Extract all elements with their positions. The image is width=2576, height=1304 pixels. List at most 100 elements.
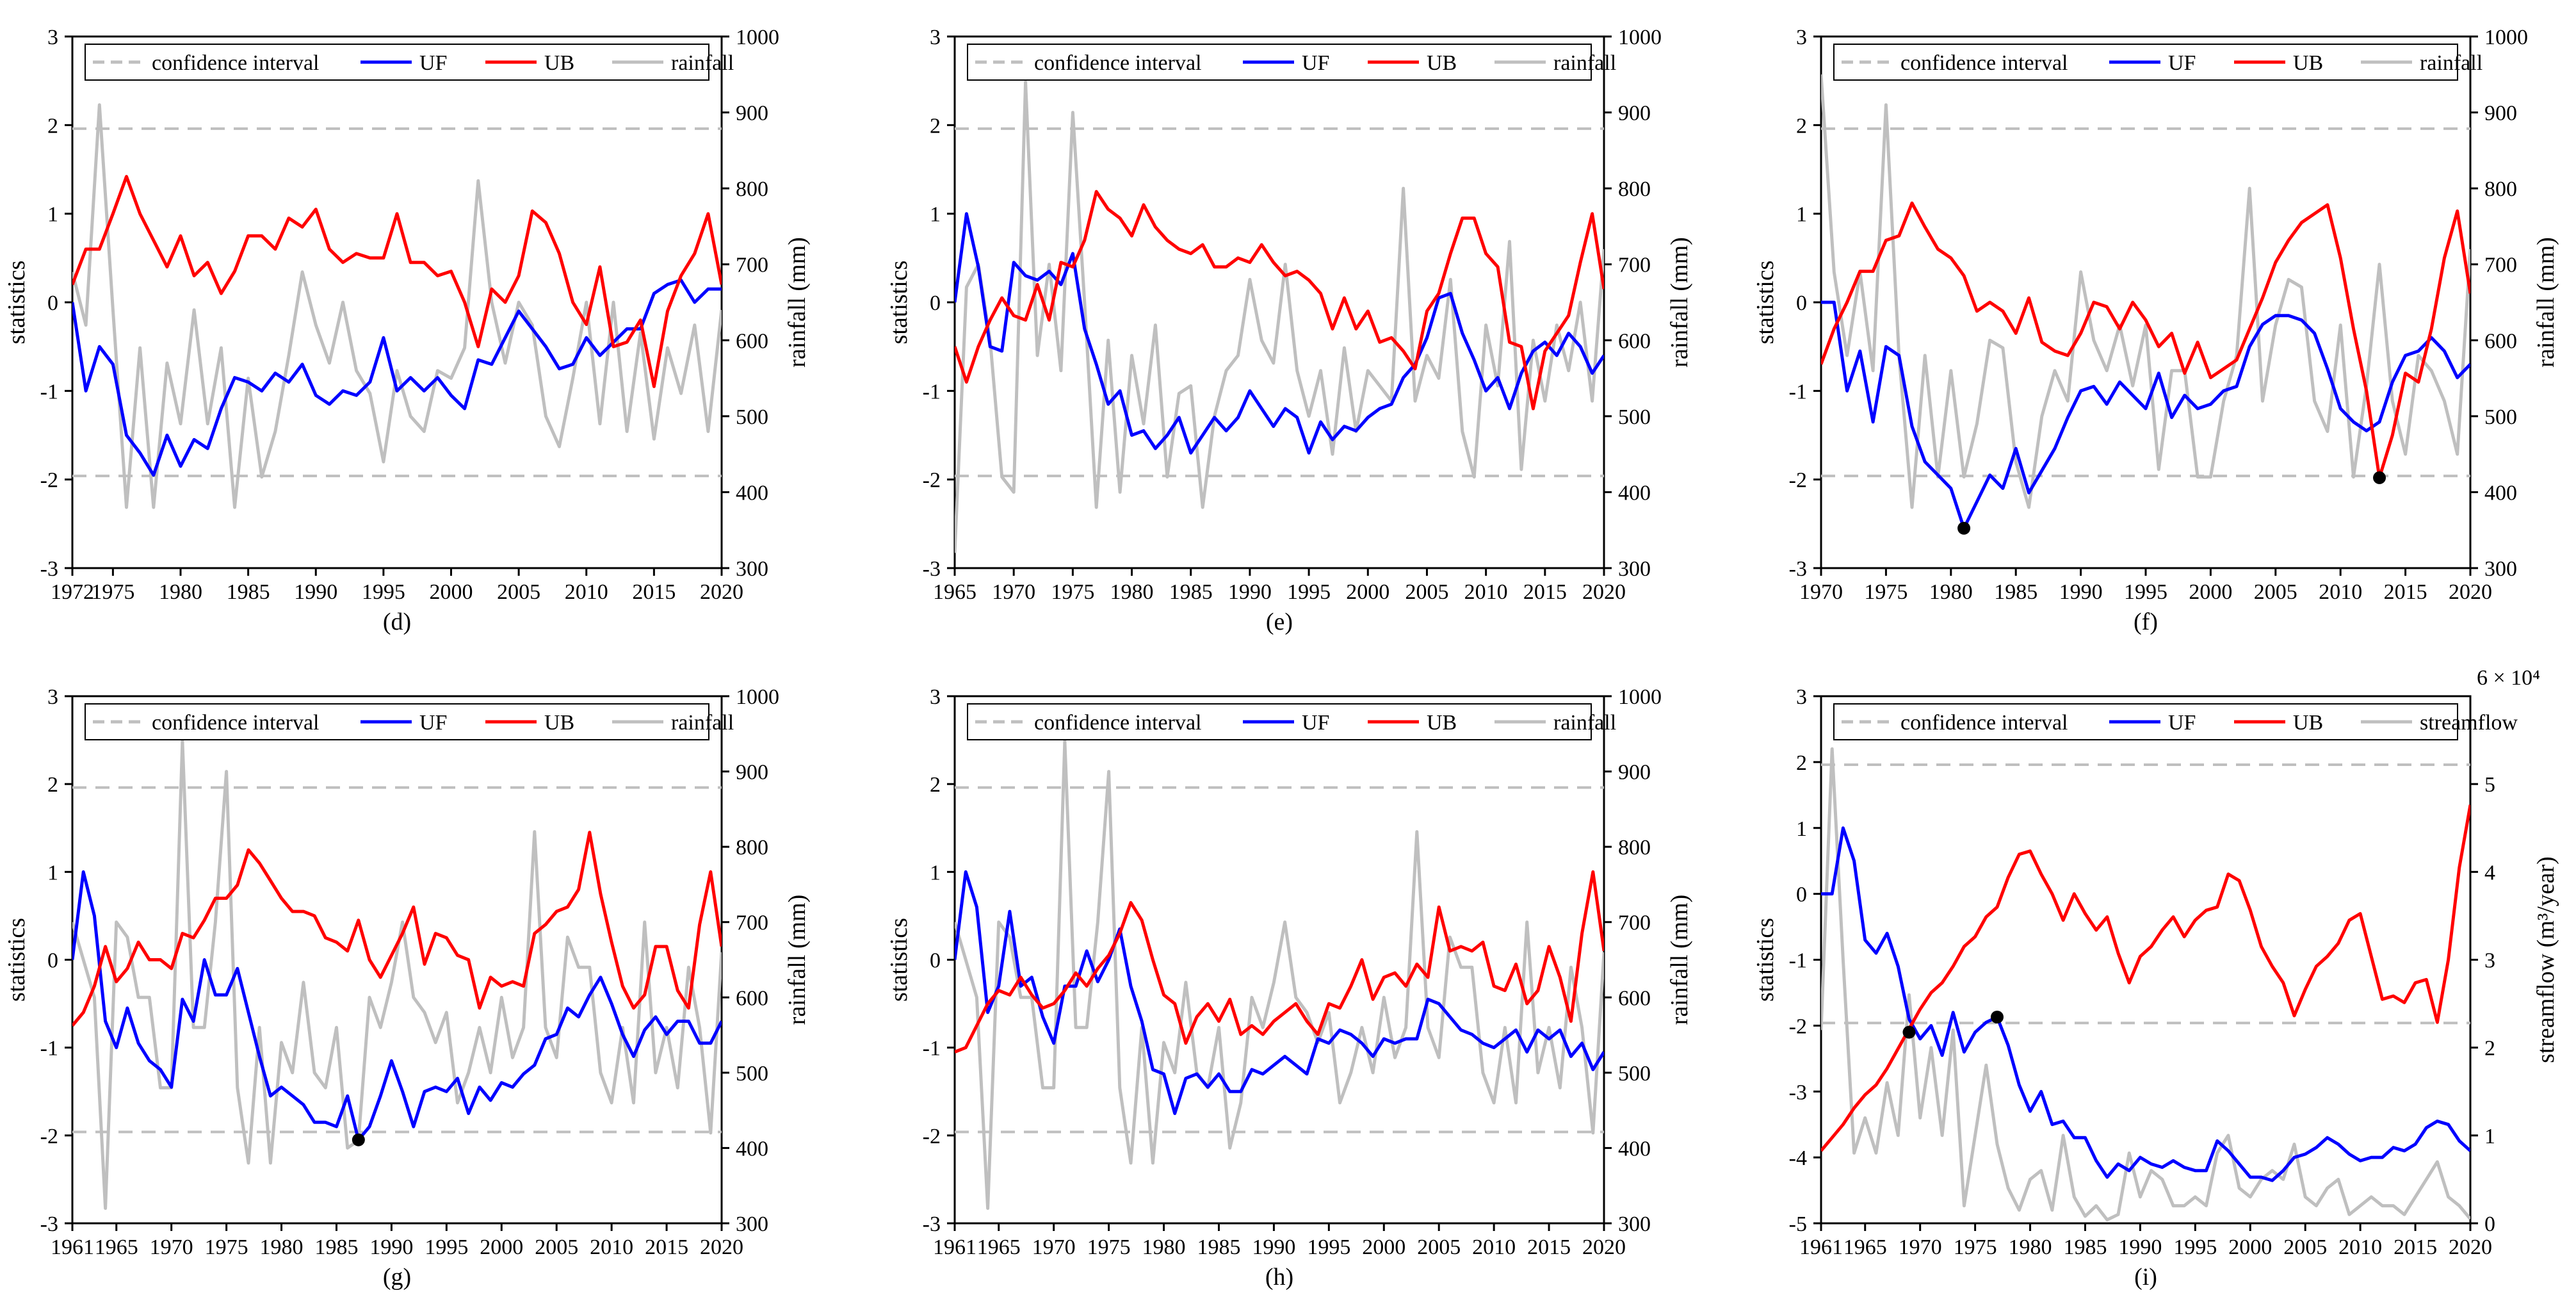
legend-label: streamflow xyxy=(2420,711,2518,735)
y-axis-label: statistics xyxy=(1752,918,1779,1002)
x-tick-label: 2015 xyxy=(2394,1235,2437,1259)
y-tick-label: -1 xyxy=(923,380,941,403)
x-tick-label: 2000 xyxy=(1362,1235,1405,1259)
series-line-uf xyxy=(72,870,722,1142)
x-tick-label: 2005 xyxy=(535,1235,578,1259)
panel-label: (e) xyxy=(1266,608,1293,635)
series-line-rainfall xyxy=(72,103,722,509)
y-axis-label: statistics xyxy=(886,918,912,1002)
x-tick-label: 2010 xyxy=(565,580,608,604)
x-tick-label: 1985 xyxy=(2063,1235,2107,1259)
chart-panel-h: 1961 1965 1970 1975 1980 1985 1990 1995 2000 2005… xyxy=(886,685,1693,1291)
y2-tick-label: 1000 xyxy=(2484,26,2528,49)
y-tick-label: 2 xyxy=(1796,751,1807,775)
legend-label: UF xyxy=(419,51,447,75)
y-tick-label: 2 xyxy=(47,114,58,138)
y2-tick-label: 1000 xyxy=(736,26,779,49)
chart-panel-g: 1961 1965 1970 1975 1980 1985 1990 1995 2000 2005… xyxy=(3,685,811,1291)
x-tick-label: 1970 xyxy=(1899,1235,1942,1259)
x-tick-label: 1975 xyxy=(1087,1235,1131,1259)
series-line-uf xyxy=(955,870,1604,1115)
x-tick-label: 2005 xyxy=(2254,580,2297,604)
legend-box xyxy=(85,703,709,740)
y2-tick-label: 900 xyxy=(1618,102,1651,126)
y2-tick-label: 500 xyxy=(2484,405,2517,429)
panel-label: (d) xyxy=(383,608,411,635)
panel-label: (f) xyxy=(2134,608,2158,635)
legend-label: confidence interval xyxy=(1034,711,1201,735)
x-tick-label: 1972 xyxy=(51,580,94,604)
y2-tick-label: 700 xyxy=(736,254,768,277)
legend-label: confidence interval xyxy=(1900,711,2068,735)
y-tick-label: 3 xyxy=(1796,26,1807,49)
x-tick-label: 1985 xyxy=(1169,580,1213,604)
y-tick-label: 3 xyxy=(47,26,58,49)
y-tick-label: -1 xyxy=(40,380,58,403)
y-tick-label: 3 xyxy=(47,685,58,709)
y-tick-label: -1 xyxy=(923,1037,941,1061)
y-tick-label: 2 xyxy=(47,773,58,797)
x-tick-label: 1995 xyxy=(425,1235,468,1259)
y-tick-label: 2 xyxy=(930,773,941,797)
y-tick-label: 0 xyxy=(47,291,58,315)
legend-label: confidence interval xyxy=(152,51,319,75)
y-tick-label: -2 xyxy=(923,469,941,493)
x-tick-label: 1990 xyxy=(1228,580,1272,604)
chart-panel-f: 1970 1975 1980 1985 1990 1995 2000 2005 2010 2015… xyxy=(1752,26,2559,635)
y-tick-label: 1 xyxy=(1796,203,1807,227)
y-axis-label: statistics xyxy=(3,261,30,345)
y-tick-label: -2 xyxy=(923,1125,941,1148)
y-tick-label: -2 xyxy=(40,469,58,493)
y-tick-label: 1 xyxy=(47,861,58,884)
y2-tick-label: 1000 xyxy=(1618,26,1662,49)
chart-panel-i: 1961 1965 1970 1975 1980 1985 1990 1995 2000 2005… xyxy=(1752,666,2559,1291)
x-tick-label: 1990 xyxy=(1252,1235,1295,1259)
legend-label: UB xyxy=(544,51,574,75)
x-tick-label: 2020 xyxy=(700,580,743,604)
x-tick-label: 2005 xyxy=(1417,1235,1461,1259)
series-line-ub xyxy=(1821,804,2470,1152)
x-tick-label: 1970 xyxy=(1799,580,1843,604)
y2-tick-label: 400 xyxy=(2484,481,2517,505)
y2-tick-label: 1000 xyxy=(1618,685,1662,709)
legend: confidence interval UF UB rainfall xyxy=(967,703,1616,740)
y-axis-label: statistics xyxy=(886,261,912,345)
series-line-rainfall xyxy=(955,80,1604,553)
change-point-marker xyxy=(2373,471,2386,484)
x-tick-label: 1980 xyxy=(1929,580,1973,604)
legend-label: confidence interval xyxy=(1900,51,2068,75)
y2-tick-label: 300 xyxy=(736,1212,768,1236)
series-line-rainfall xyxy=(72,740,722,1210)
y-axis-label: statistics xyxy=(1752,261,1779,345)
legend: confidence interval UF UB rainfall xyxy=(1833,44,2483,81)
y-tick-label: -2 xyxy=(1789,469,1807,493)
x-tick-label: 2000 xyxy=(2228,1235,2272,1259)
series-line-rainfall xyxy=(1821,74,2470,509)
legend-label: rainfall xyxy=(1553,51,1616,75)
x-tick-label: 2000 xyxy=(430,580,473,604)
y-tick-label: -1 xyxy=(1789,949,1807,973)
y2-tick-label: 900 xyxy=(736,102,768,126)
x-tick-label: 2010 xyxy=(2319,580,2362,604)
y-tick-label: -4 xyxy=(1789,1146,1807,1170)
x-tick-label: 1985 xyxy=(314,1235,358,1259)
legend: confidence interval UF UB streamflow xyxy=(1833,703,2518,740)
change-point-marker xyxy=(1990,1011,2004,1024)
y-tick-label: -3 xyxy=(923,557,941,581)
x-tick-label: 2015 xyxy=(2384,580,2427,604)
x-tick-label: 2005 xyxy=(497,580,540,604)
y-tick-label: 2 xyxy=(1796,114,1807,138)
x-tick-label: 1965 xyxy=(95,1235,138,1259)
x-tick-label: 1965 xyxy=(977,1235,1021,1259)
y2-tick-label: 400 xyxy=(1618,1137,1651,1161)
y2-tick-label: 700 xyxy=(2484,254,2517,277)
legend-label: UB xyxy=(1427,51,1457,75)
change-point-marker xyxy=(1957,521,1971,535)
x-tick-label: 1961 xyxy=(1799,1235,1843,1259)
y2-multiplier-label: 6 × 10⁴ xyxy=(2477,666,2540,690)
y-tick-label: 1 xyxy=(930,203,941,227)
x-tick-label: 1970 xyxy=(992,580,1035,604)
legend-label: UB xyxy=(2293,51,2323,75)
x-tick-label: 2005 xyxy=(2283,1235,2327,1259)
